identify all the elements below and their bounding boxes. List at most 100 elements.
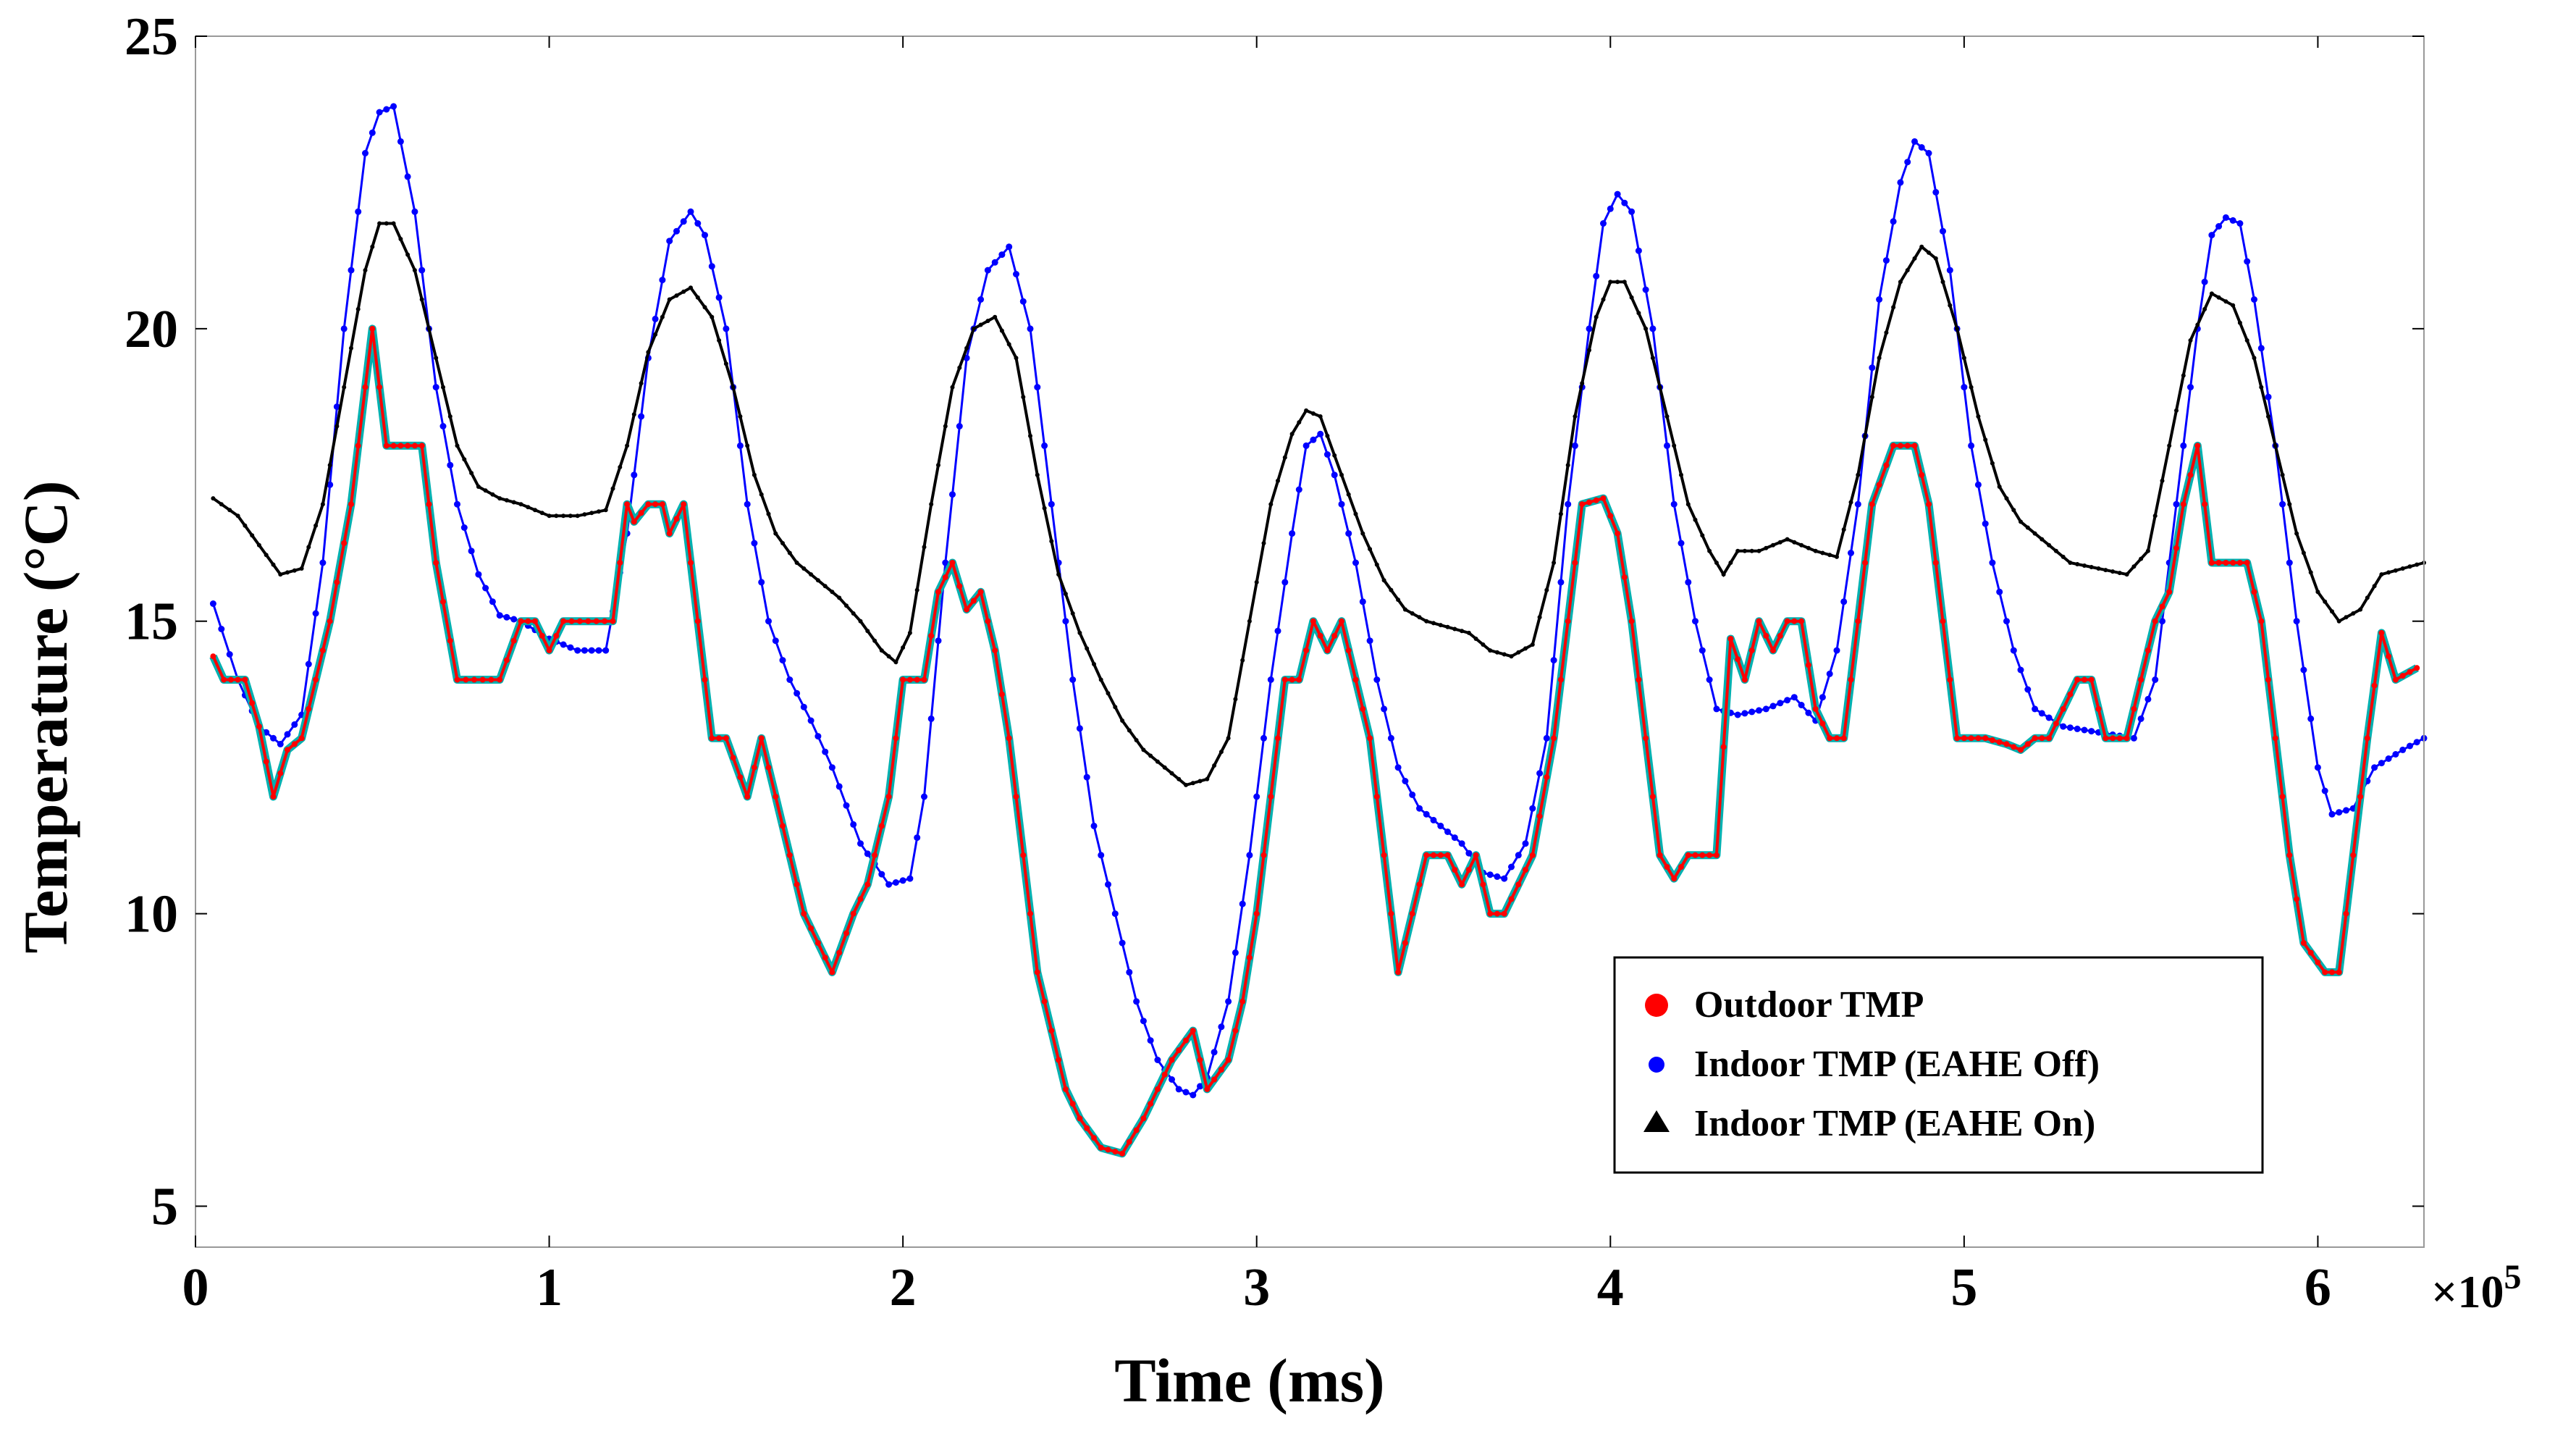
point-indoor-eahe-on-199: [1622, 280, 1627, 285]
point-outdoor-181: [1508, 896, 1515, 902]
point-indoor-eahe-off-272: [2137, 715, 2144, 722]
point-indoor-eahe-on-294: [2294, 531, 2299, 536]
point-indoor-eahe-on-48: [554, 513, 559, 519]
point-outdoor-151: [1296, 676, 1302, 683]
point-outdoor-101: [942, 574, 948, 581]
point-outdoor-205: [1678, 864, 1684, 870]
point-outdoor-74: [751, 764, 757, 771]
point-indoor-eahe-off-216: [1741, 710, 1748, 717]
point-outdoor-1: [221, 676, 227, 683]
point-outdoor-61: [659, 501, 665, 508]
point-indoor-eahe-off-132: [1147, 1037, 1154, 1044]
point-outdoor-40: [503, 657, 510, 663]
point-indoor-eahe-on-255: [2019, 519, 2023, 524]
point-outdoor-0: [210, 653, 216, 660]
point-indoor-eahe-on-162: [1360, 531, 1365, 536]
point-outdoor-224: [1812, 705, 1819, 712]
point-indoor-eahe-on-143: [1226, 736, 1231, 741]
point-indoor-eahe-off-117: [1041, 442, 1048, 449]
point-indoor-eahe-off-91: [857, 840, 864, 847]
point-indoor-eahe-off-141: [1211, 1049, 1218, 1056]
point-outdoor-213: [1735, 656, 1741, 663]
point-indoor-eahe-off-128: [1119, 939, 1126, 947]
point-indoor-eahe-on-220: [1771, 542, 1775, 548]
point-indoor-eahe-off-102: [935, 637, 942, 645]
point-indoor-eahe-off-79: [772, 637, 779, 645]
point-indoor-eahe-on-155: [1310, 411, 1316, 416]
point-outdoor-37: [479, 676, 486, 683]
point-indoor-eahe-on-14: [313, 523, 319, 528]
point-outdoor-12: [298, 735, 305, 742]
point-indoor-eahe-on-4: [243, 523, 248, 528]
point-indoor-eahe-off-133: [1154, 1057, 1161, 1063]
point-indoor-eahe-off-283: [2215, 223, 2223, 230]
point-indoor-eahe-off-176: [1458, 840, 1465, 847]
point-indoor-eahe-on-281: [2202, 306, 2207, 311]
point-outdoor-107: [985, 618, 991, 624]
point-outdoor-98: [921, 676, 927, 683]
x-tick-label-6: 6: [2304, 1258, 2331, 1317]
point-indoor-eahe-off-168: [1402, 778, 1409, 784]
point-indoor-eahe-on-123: [1085, 646, 1090, 651]
point-indoor-eahe-off-239: [1904, 159, 1911, 166]
point-indoor-eahe-off-135: [1169, 1076, 1175, 1083]
point-indoor-eahe-off-84: [807, 717, 815, 724]
point-outdoor-279: [2202, 501, 2208, 508]
point-indoor-eahe-off-77: [758, 579, 765, 586]
point-indoor-eahe-off-253: [2003, 618, 2010, 625]
point-indoor-eahe-off-70: [708, 263, 715, 270]
point-outdoor-35: [463, 676, 469, 683]
point-indoor-eahe-off-287: [2244, 258, 2251, 265]
point-indoor-eahe-off-196: [1600, 220, 1607, 227]
point-indoor-eahe-off-190: [1557, 579, 1565, 586]
point-indoor-eahe-on-9: [278, 572, 283, 577]
point-indoor-eahe-off-278: [2180, 442, 2187, 449]
point-outdoor-161: [1367, 735, 1373, 742]
point-indoor-eahe-on-168: [1402, 607, 1407, 612]
series-indoor-eahe-off: [209, 103, 2428, 1099]
point-indoor-eahe-off-34: [454, 500, 460, 508]
point-outdoor-8: [270, 794, 277, 800]
point-outdoor-293: [2300, 940, 2307, 946]
point-outdoor-228: [1840, 735, 1847, 742]
point-indoor-eahe-on-61: [646, 350, 651, 355]
point-indoor-eahe-off-252: [1996, 588, 2003, 595]
point-indoor-eahe-off-231: [1848, 550, 1854, 556]
point-outdoor-79: [786, 852, 793, 858]
point-outdoor-25: [390, 443, 397, 449]
point-outdoor-188: [1557, 676, 1564, 683]
point-indoor-eahe-on-271: [2131, 564, 2137, 569]
point-outdoor-167: [1409, 910, 1415, 917]
point-indoor-eahe-off-275: [2159, 618, 2165, 625]
point-indoor-eahe-on-8: [271, 562, 276, 567]
point-indoor-eahe-off-80: [779, 657, 786, 664]
point-outdoor-278: [2194, 443, 2201, 449]
point-indoor-eahe-off-152: [1289, 530, 1296, 537]
point-indoor-eahe-off-254: [2010, 647, 2017, 654]
point-indoor-eahe-on-108: [978, 322, 983, 327]
point-indoor-eahe-off-167: [1394, 764, 1402, 771]
point-outdoor-34: [454, 676, 460, 683]
point-indoor-eahe-on-210: [1700, 533, 1705, 538]
point-indoor-eahe-off-157: [1323, 451, 1331, 458]
point-indoor-eahe-on-50: [568, 513, 573, 519]
point-indoor-eahe-off-279: [2187, 384, 2194, 391]
point-indoor-eahe-off-208: [1685, 579, 1692, 586]
point-indoor-eahe-on-76: [752, 472, 757, 477]
point-outdoor-129: [1140, 1115, 1147, 1122]
point-outdoor-102: [949, 560, 956, 566]
point-indoor-eahe-off-221: [1777, 700, 1784, 707]
point-outdoor-239: [1919, 471, 1925, 478]
point-outdoor-261: [2074, 676, 2081, 683]
point-indoor-eahe-on-260: [2053, 548, 2058, 553]
point-outdoor-235: [1890, 443, 1897, 449]
point-indoor-eahe-on-176: [1460, 629, 1465, 634]
point-indoor-eahe-off-75: [744, 500, 751, 508]
point-outdoor-78: [780, 823, 786, 829]
point-outdoor-143: [1239, 998, 1246, 1005]
point-indoor-eahe-on-98: [907, 630, 912, 635]
point-indoor-eahe-on-144: [1233, 697, 1238, 702]
point-indoor-eahe-off-299: [2328, 810, 2336, 818]
point-indoor-eahe-off-171: [1423, 810, 1430, 818]
